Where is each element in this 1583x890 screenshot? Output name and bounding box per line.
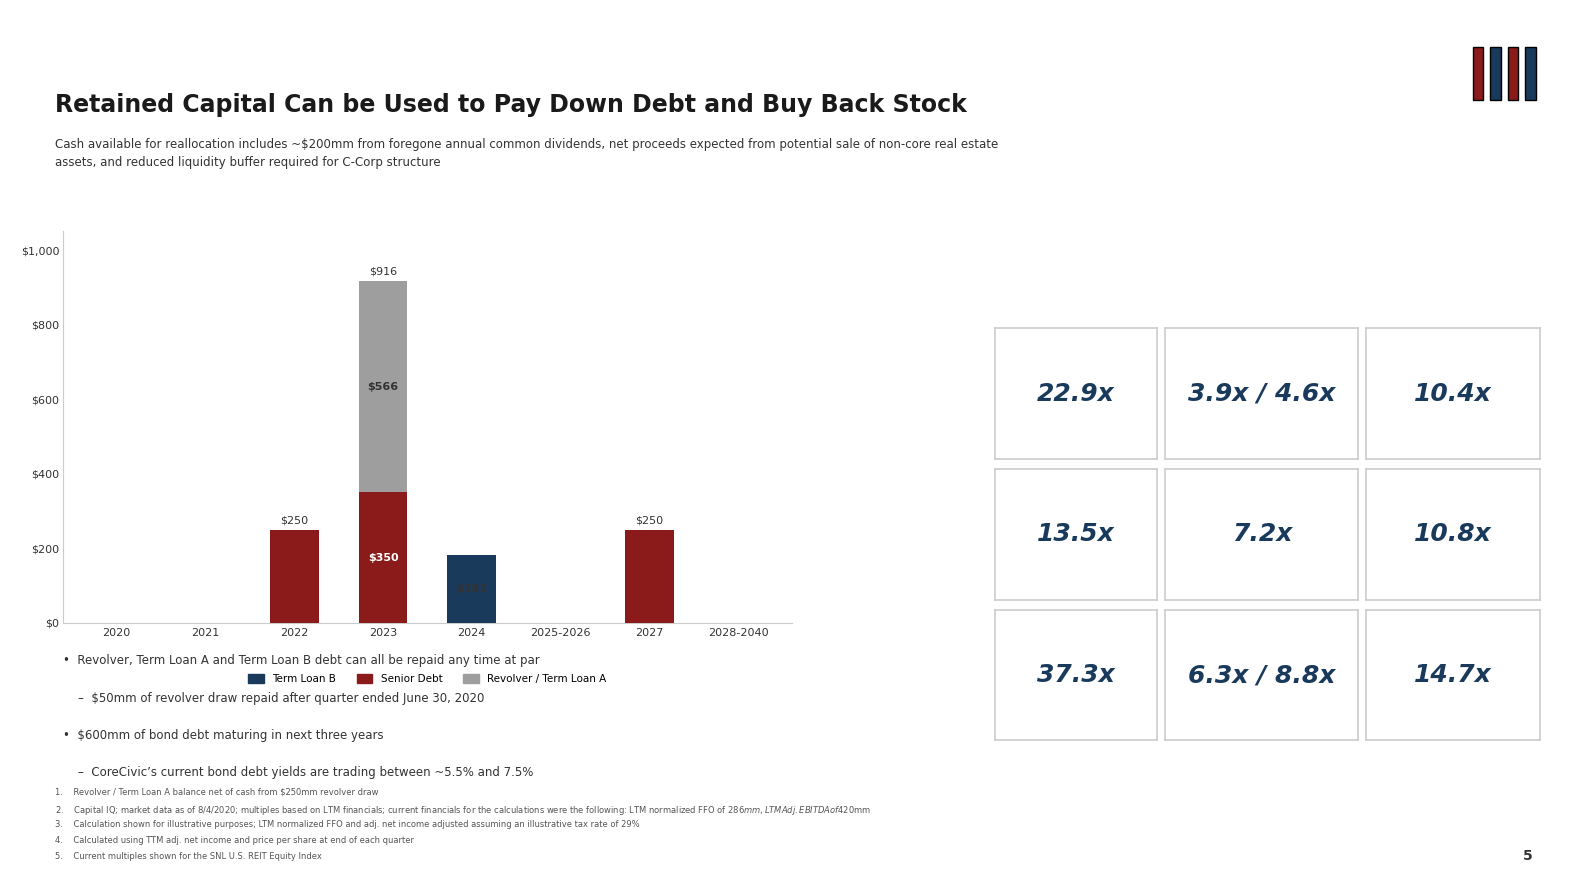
Text: 3.9x / 4.6x: 3.9x / 4.6x	[1189, 382, 1336, 406]
Bar	[625, 530, 674, 623]
Text: Price /
Earnings
Multiple³‧⁴: Price / Earnings Multiple³‧⁴	[886, 659, 951, 692]
Text: 14.7x: 14.7x	[1414, 663, 1493, 687]
Text: Cash available for reallocation includes ~$200mm from foregone annual common div: Cash available for reallocation includes…	[55, 138, 999, 169]
Text: 4.    Calculated using TTM adj. net income and price per share at end of each qu: 4. Calculated using TTM adj. net income …	[55, 836, 415, 845]
Text: Retained Capital Can be Used to Pay Down Debt and Buy Back Stock: Retained Capital Can be Used to Pay Down…	[55, 93, 967, 117]
Text: $181: $181	[456, 584, 488, 595]
Text: 1.    Revolver / Term Loan A balance net of cash from $250mm revolver draw: 1. Revolver / Term Loan A balance net of…	[55, 788, 378, 797]
Text: CoreCivic Quarterly
Avg. Since REIT
Conversion in 2013: CoreCivic Quarterly Avg. Since REIT Conv…	[1393, 261, 1513, 294]
Legend: Term Loan B, Senior Debt, Revolver / Term Loan A: Term Loan B, Senior Debt, Revolver / Ter…	[244, 670, 611, 688]
Text: EV / Adj.
EBITDA
Multiple²: EV / Adj. EBITDA Multiple²	[891, 518, 947, 551]
Bar	[359, 281, 407, 492]
Text: 37.3x: 37.3x	[1037, 663, 1114, 687]
Text: 10.4x: 10.4x	[1414, 382, 1493, 406]
Text: 5: 5	[1523, 849, 1532, 863]
Text: 7.2x: 7.2x	[1232, 522, 1292, 546]
Text: 5.    Current multiples shown for the SNL U.S. REIT Equity Index: 5. Current multiples shown for the SNL U…	[55, 852, 323, 861]
Text: $916: $916	[369, 267, 397, 277]
Text: 6.3x / 8.8x: 6.3x / 8.8x	[1189, 663, 1336, 687]
Text: •  $600mm of bond debt maturing in next three years: • $600mm of bond debt maturing in next t…	[63, 729, 385, 742]
Bar	[269, 530, 318, 623]
Bar	[359, 492, 407, 623]
Text: 10.8x: 10.8x	[1414, 522, 1493, 546]
Text: $350: $350	[367, 553, 399, 562]
FancyBboxPatch shape	[1491, 46, 1501, 100]
Text: Price /
Normalized
FFO Multiple²‧³: Price / Normalized FFO Multiple²‧³	[872, 377, 966, 410]
FancyBboxPatch shape	[1526, 46, 1536, 100]
Text: •  Revolver, Term Loan A and Term Loan B debt can all be repaid any time at par: • Revolver, Term Loan A and Term Loan B …	[63, 654, 540, 668]
Text: 13.5x: 13.5x	[1037, 522, 1114, 546]
Text: –  $50mm of revolver draw repaid after quarter ended June 30, 2020: – $50mm of revolver draw repaid after qu…	[63, 692, 484, 705]
Text: 3.    Calculation shown for illustrative purposes; LTM normalized FFO and adj. n: 3. Calculation shown for illustrative pu…	[55, 820, 640, 829]
Text: CoreCivic Current /
Tax Adjusted: CoreCivic Current / Tax Adjusted	[1203, 266, 1320, 288]
Text: COMPELLING REPURCHASE OPPORTUNITY²: COMPELLING REPURCHASE OPPORTUNITY²	[855, 206, 1138, 219]
Text: 22.9x: 22.9x	[1037, 382, 1114, 406]
Text: SNL U.S. REIT
Equity Index⁵: SNL U.S. REIT Equity Index⁵	[1034, 266, 1119, 288]
Text: $566: $566	[367, 382, 399, 392]
Text: –  CoreCivic’s current bond debt yields are trading between ~5.5% and 7.5%: – CoreCivic’s current bond debt yields a…	[63, 766, 533, 780]
Text: $250: $250	[635, 515, 663, 525]
FancyBboxPatch shape	[1472, 46, 1483, 100]
Text: $250: $250	[280, 515, 309, 525]
FancyBboxPatch shape	[1507, 46, 1518, 100]
Bar	[448, 555, 495, 623]
Text: DEBT MATURITY SCHEDULE AS OF JUNE 30, 2020¹ ($MM): DEBT MATURITY SCHEDULE AS OF JUNE 30, 20…	[73, 206, 446, 219]
Text: 2.    Capital IQ; market data as of 8/4/2020; multiples based on LTM financials;: 2. Capital IQ; market data as of 8/4/202…	[55, 804, 872, 817]
